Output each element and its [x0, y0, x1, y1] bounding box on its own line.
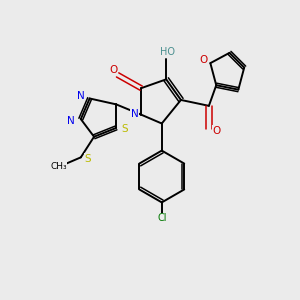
Text: N: N [67, 116, 74, 126]
Text: HO: HO [160, 47, 175, 57]
Text: N: N [77, 91, 85, 100]
Text: Cl: Cl [157, 213, 166, 223]
Text: S: S [85, 154, 92, 164]
Text: CH₃: CH₃ [50, 162, 67, 171]
Text: O: O [212, 126, 220, 136]
Text: O: O [109, 65, 117, 76]
Text: O: O [200, 55, 208, 65]
Text: S: S [122, 124, 128, 134]
Text: N: N [131, 109, 139, 119]
